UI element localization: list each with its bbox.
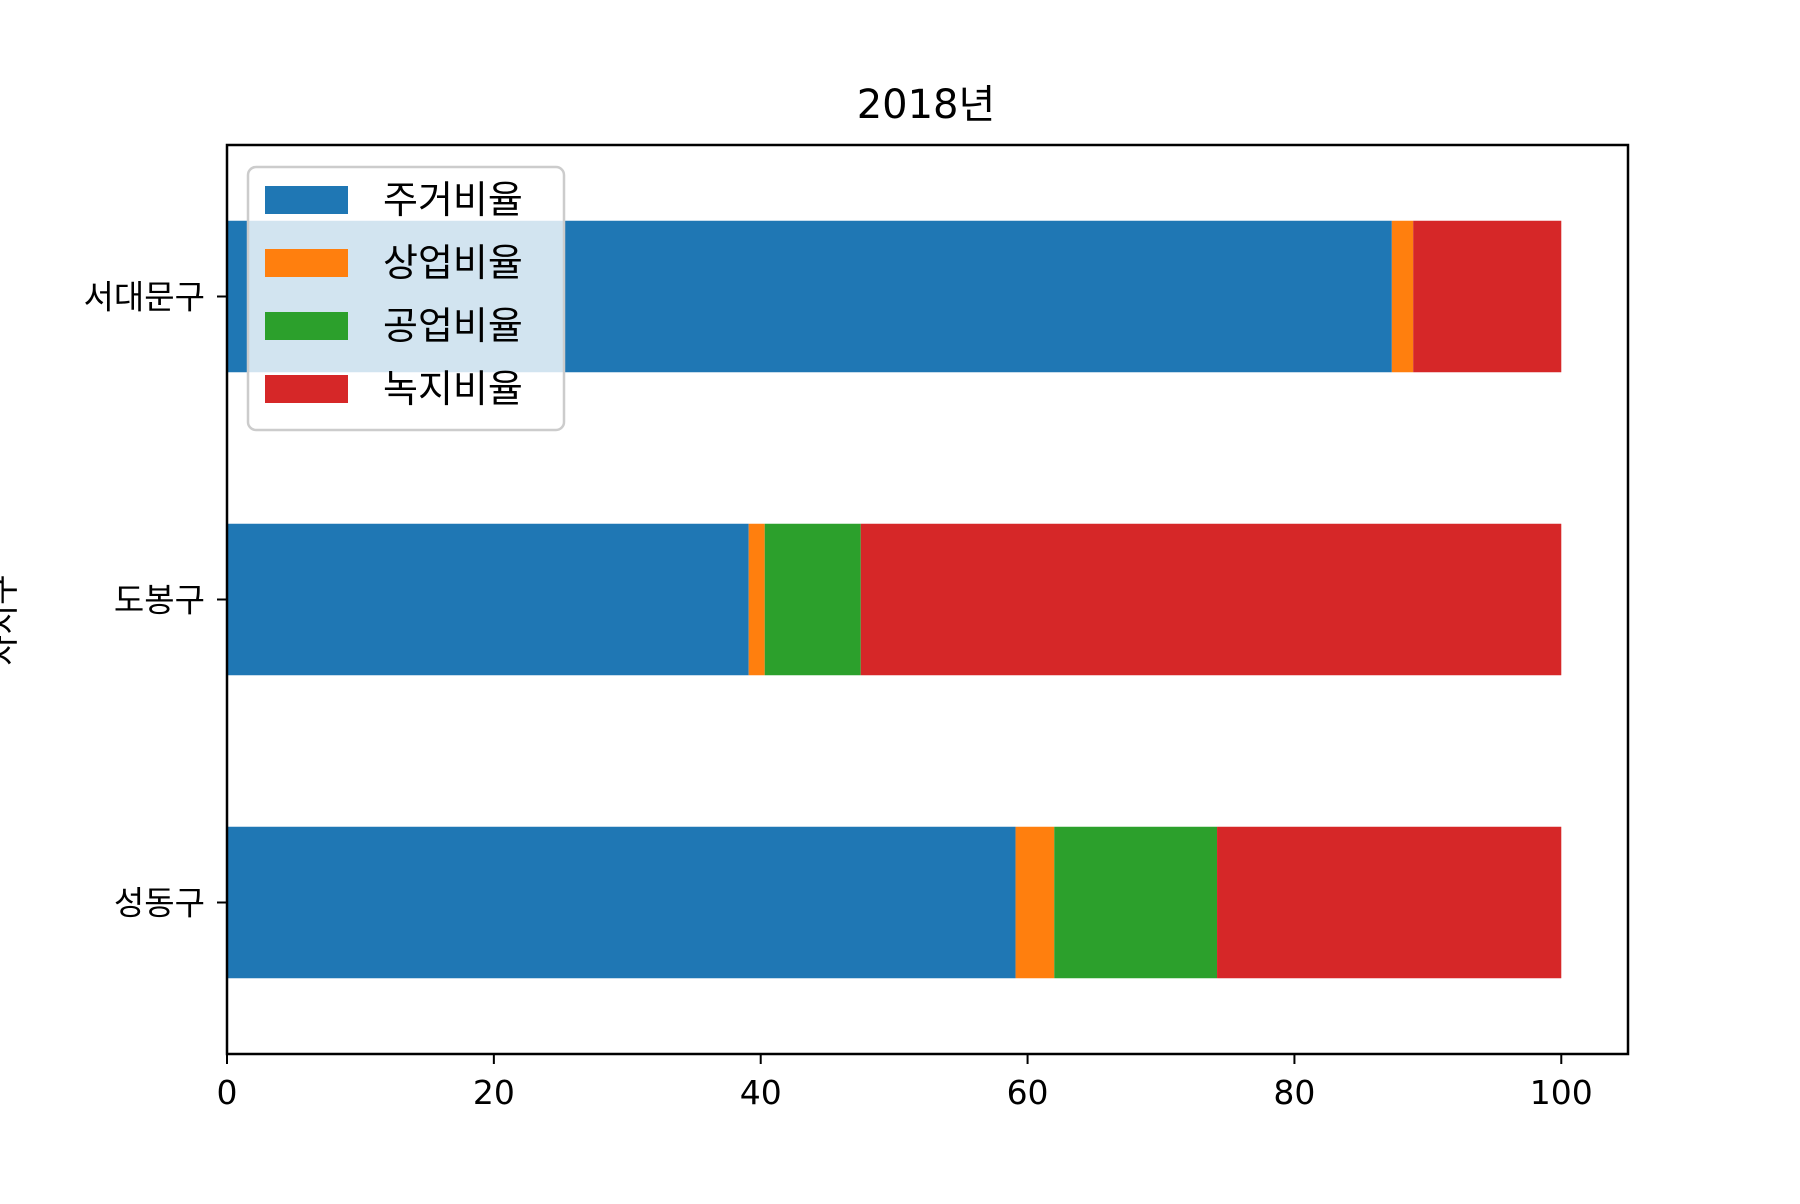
legend-swatch-3 [265, 375, 348, 403]
y-tick-label-2: 서대문구 [84, 278, 205, 317]
legend-swatch-0 [265, 186, 348, 214]
x-tick-label-1: 20 [473, 1073, 515, 1112]
bar-segment-2-3 [1413, 220, 1562, 373]
x-tick-label-0: 0 [217, 1073, 238, 1112]
y-tick-label-0: 성동구 [114, 884, 205, 923]
x-tick-label-3: 60 [1007, 1073, 1049, 1112]
legend-label-3: 녹지비율 [383, 367, 523, 411]
x-tick-label-4: 80 [1273, 1073, 1315, 1112]
y-axis-label: 자치구 [0, 574, 22, 665]
legend-label-1: 상업비율 [383, 241, 523, 285]
bar-segment-0-1 [1015, 826, 1055, 979]
bar-segment-1-2 [764, 523, 861, 676]
legend-swatch-1 [265, 249, 348, 277]
legend-swatch-2 [265, 312, 348, 340]
bar-segment-1-3 [860, 523, 1562, 676]
legend-box [246, 165, 566, 432]
y-axis-ticks: 성동구 도봉구 서대문구 [84, 278, 227, 923]
plot-frame [225, 143, 1630, 1056]
bar-segment-2-1 [1391, 220, 1414, 373]
y-tick-label-1: 도봉구 [114, 581, 205, 620]
chart-title: 2018년 [857, 82, 996, 128]
x-tick-label-5: 100 [1530, 1073, 1593, 1112]
bar-segment-0-3 [1217, 826, 1562, 979]
bar-segment-0-2 [1054, 826, 1218, 979]
x-tick-label-2: 40 [740, 1073, 782, 1112]
legend-label-0: 주거비율 [383, 178, 523, 222]
bar-segment-1-0 [227, 523, 749, 676]
legend-label-2: 공업비율 [383, 304, 523, 348]
x-axis-ticks: 0 20 40 60 80 100 [217, 1054, 1593, 1112]
bar-segment-0-0 [227, 826, 1016, 979]
bar-segment-1-1 [748, 523, 765, 676]
